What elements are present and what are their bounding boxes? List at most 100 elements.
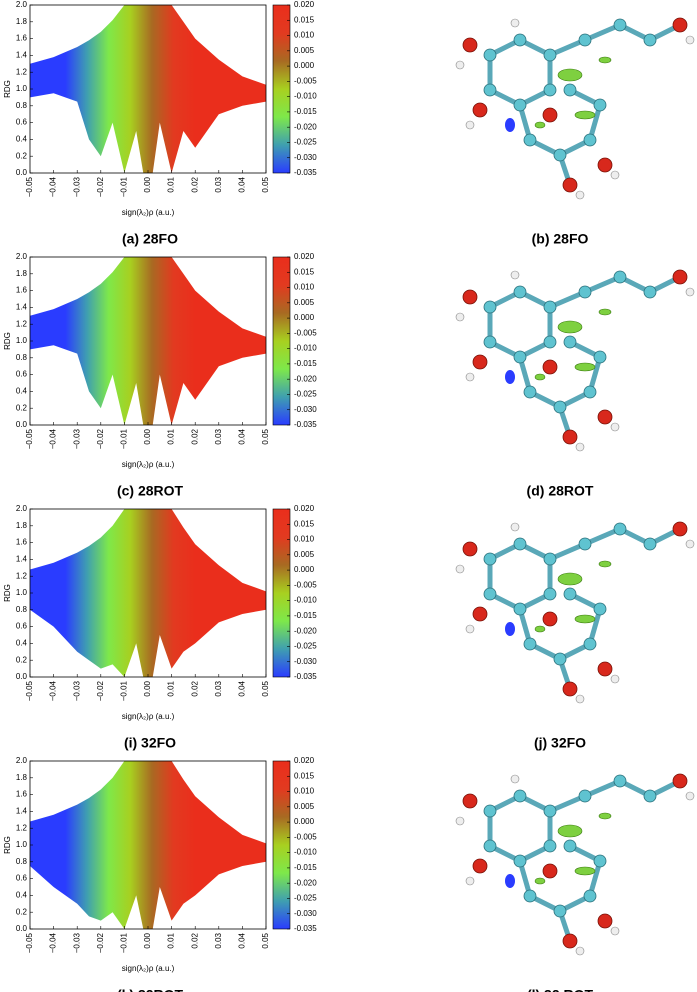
x-tick-label: 0.05 <box>261 680 270 696</box>
y-tick-label: 2.0 <box>16 0 28 9</box>
rdg-area <box>30 257 266 425</box>
x-tick-label: 0.00 <box>143 176 152 192</box>
y-tick-label: 0.8 <box>16 605 28 614</box>
y-tick-label: 0.4 <box>16 387 28 396</box>
y-tick-label: 0.6 <box>16 118 28 127</box>
y-tick-label: 0.2 <box>16 151 28 160</box>
caption: (a) 28FO <box>122 231 178 247</box>
caption: (j) 32FO <box>534 735 586 751</box>
x-tick-label: −0.02 <box>96 428 105 449</box>
x-tick-label: −0.01 <box>120 680 129 701</box>
x-tick-label: 0.02 <box>190 176 199 192</box>
x-tick-label: −0.01 <box>120 428 129 449</box>
x-tick-label: 0.00 <box>143 932 152 948</box>
x-tick-label: −0.05 <box>25 680 34 701</box>
x-tick-label: −0.01 <box>120 932 129 953</box>
colorbar-tick-label: 0.020 <box>294 504 315 513</box>
y-tick-label: 1.0 <box>16 336 28 345</box>
y-tick-label: 0.8 <box>16 101 28 110</box>
colorbar <box>272 760 291 930</box>
caption: (i) 32FO <box>124 735 176 751</box>
rdg-area <box>30 5 266 173</box>
y-tick-label: 0.4 <box>16 135 28 144</box>
x-tick-label: 0.00 <box>143 680 152 696</box>
molecule-image <box>456 270 694 451</box>
molecule-image <box>456 522 694 703</box>
colorbar-tick-label: -0.010 <box>294 92 317 101</box>
y-tick-label: 1.4 <box>16 807 28 816</box>
colorbar-tick-label: 0.010 <box>294 31 315 40</box>
colorbar-tick-label: -0.020 <box>294 878 317 887</box>
x-axis-label: sign(λ₂)ρ (a.u.) <box>122 712 175 721</box>
colorbar-tick-label: 0.015 <box>294 267 315 276</box>
colorbar-tick-label: -0.015 <box>294 359 317 368</box>
x-tick-label: −0.04 <box>49 176 58 197</box>
y-tick-label: 0.8 <box>16 857 28 866</box>
x-axis-label: sign(λ₂)ρ (a.u.) <box>122 460 175 469</box>
colorbar-tick-label: 0.000 <box>294 565 315 574</box>
y-tick-label: 1.2 <box>16 319 28 328</box>
x-tick-label: −0.05 <box>25 428 34 449</box>
colorbar-tick-label: -0.020 <box>294 122 317 131</box>
x-tick-label: 0.05 <box>261 932 270 948</box>
colorbar-tick-label: 0.010 <box>294 787 315 796</box>
colorbar-tick-label: -0.025 <box>294 642 317 651</box>
y-tick-label: 1.2 <box>16 823 28 832</box>
x-tick-label: 0.02 <box>190 680 199 696</box>
colorbar-tick-label: 0.000 <box>294 313 315 322</box>
y-tick-label: 0.4 <box>16 891 28 900</box>
x-tick-label: −0.04 <box>49 680 58 701</box>
rdg-area <box>30 509 266 677</box>
y-tick-label: 1.8 <box>16 269 28 278</box>
colorbar-tick-label: 0.020 <box>294 252 315 261</box>
y-tick-label: 2.0 <box>16 504 28 513</box>
y-tick-label: 1.6 <box>16 538 28 547</box>
x-tick-label: 0.00 <box>143 428 152 444</box>
colorbar-tick-label: 0.005 <box>294 46 315 55</box>
y-tick-label: 0.4 <box>16 639 28 648</box>
x-tick-label: −0.04 <box>49 428 58 449</box>
colorbar-tick-label: 0.020 <box>294 0 315 9</box>
colorbar-tick-label: 0.000 <box>294 817 315 826</box>
y-tick-label: 1.2 <box>16 67 28 76</box>
colorbar-tick-label: -0.005 <box>294 580 317 589</box>
y-tick-label: 0.2 <box>16 655 28 664</box>
y-tick-label: 0.0 <box>16 168 28 177</box>
colorbar-tick-label: -0.035 <box>294 672 317 681</box>
y-tick-label: 1.0 <box>16 588 28 597</box>
x-tick-label: −0.02 <box>96 176 105 197</box>
colorbar-tick-label: -0.005 <box>294 832 317 841</box>
y-axis-label: RDG <box>3 80 12 98</box>
caption: (k) 32ROT <box>117 987 184 992</box>
colorbar-tick-label: 0.005 <box>294 550 315 559</box>
y-tick-label: 1.4 <box>16 555 28 564</box>
molecule-image <box>456 774 694 955</box>
colorbar-tick-label: -0.015 <box>294 107 317 116</box>
colorbar-tick-label: -0.020 <box>294 626 317 635</box>
colorbar <box>272 508 291 678</box>
y-tick-label: 0.2 <box>16 907 28 916</box>
y-tick-label: 0.2 <box>16 403 28 412</box>
x-tick-label: 0.03 <box>214 428 223 444</box>
colorbar-tick-label: -0.025 <box>294 390 317 399</box>
y-tick-label: 0.6 <box>16 874 28 883</box>
x-tick-label: 0.01 <box>167 932 176 948</box>
colorbar-tick-label: -0.035 <box>294 924 317 933</box>
x-tick-label: −0.05 <box>25 176 34 197</box>
y-tick-label: 2.0 <box>16 252 28 261</box>
colorbar-tick-label: -0.015 <box>294 611 317 620</box>
x-tick-label: −0.05 <box>25 932 34 953</box>
x-tick-label: −0.03 <box>72 932 81 953</box>
y-tick-label: 1.8 <box>16 17 28 26</box>
colorbar-tick-label: 0.015 <box>294 519 315 528</box>
y-tick-label: 1.0 <box>16 84 28 93</box>
colorbar-tick-label: -0.005 <box>294 76 317 85</box>
x-tick-label: −0.01 <box>120 176 129 197</box>
molecule-image <box>456 18 694 199</box>
colorbar-tick-label: 0.015 <box>294 15 315 24</box>
y-tick-label: 1.6 <box>16 286 28 295</box>
x-tick-label: 0.04 <box>238 176 247 192</box>
x-tick-label: −0.03 <box>72 428 81 449</box>
x-tick-label: 0.04 <box>238 680 247 696</box>
x-tick-label: −0.03 <box>72 176 81 197</box>
